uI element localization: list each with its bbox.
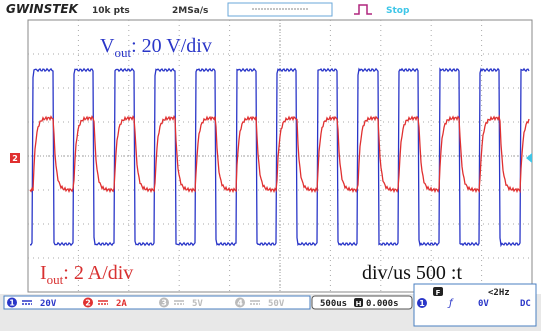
trigger-coupling: DC xyxy=(520,299,531,309)
brand: GWINSTEK xyxy=(6,2,80,16)
trigger-level: 0V xyxy=(478,299,489,309)
sample-rate: 2MSa/s xyxy=(172,6,208,16)
trigger-source: 1 xyxy=(419,299,425,308)
voltage-symbol: V xyxy=(100,35,115,57)
timebase: 500us xyxy=(320,299,347,309)
channel-scale: 20V xyxy=(40,299,57,309)
page: GWINSTEK 10k pts 2MSa/s Stop 2 Vout: 20 … xyxy=(0,0,541,331)
time-label: div/us 500 :t xyxy=(362,262,462,284)
current-subscript: out xyxy=(47,272,64,287)
channel-scale: 2A xyxy=(116,299,127,309)
channel-number: 4 xyxy=(237,299,243,308)
current-symbol: I xyxy=(40,262,47,284)
voltage-subscript: out xyxy=(114,45,131,60)
position: 0.000s xyxy=(366,299,399,309)
scope-screen: GWINSTEK 10k pts 2MSa/s Stop 2 Vout: 20 … xyxy=(0,0,541,331)
current-scale: : 2 A/div xyxy=(63,262,133,284)
h-marker: H xyxy=(356,300,362,308)
channel-scale: 50V xyxy=(268,299,285,309)
channel-number: 1 xyxy=(9,299,15,308)
points: 10k pts xyxy=(92,6,130,16)
channel-scale: 5V xyxy=(192,299,203,309)
voltage-scale: : 20 V/div xyxy=(131,35,212,57)
channel-number: 2 xyxy=(85,299,91,308)
run-status: Stop xyxy=(386,6,410,16)
trigger-mode: F xyxy=(436,289,441,297)
channel-number: 3 xyxy=(161,299,167,308)
channel-marker: 2 xyxy=(12,154,18,163)
trigger-box xyxy=(414,284,536,326)
trigger-frequency: <2Hz xyxy=(488,288,510,298)
